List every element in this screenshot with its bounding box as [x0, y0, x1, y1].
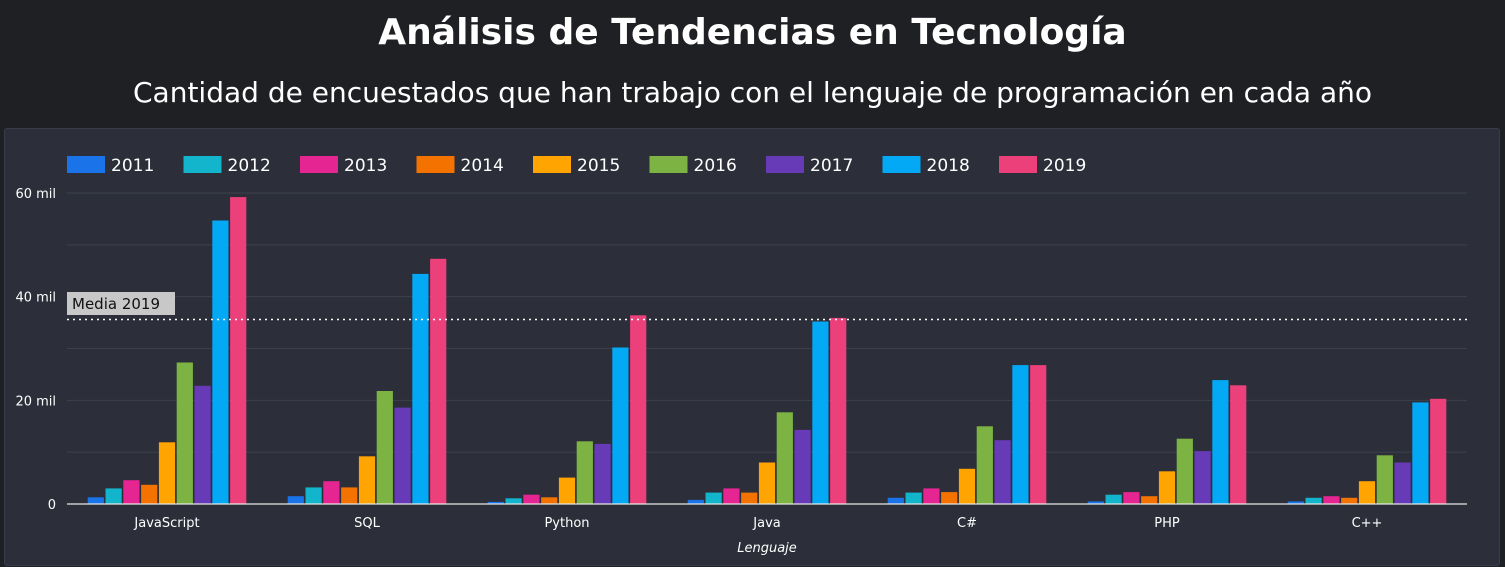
bar — [1141, 496, 1158, 504]
bar — [1376, 455, 1393, 504]
x-tick-label: C++ — [1352, 516, 1383, 531]
bar — [430, 258, 447, 504]
bar — [176, 362, 193, 504]
bar — [941, 492, 958, 504]
y-tick-label: 0 — [48, 498, 56, 513]
legend-swatch — [533, 156, 571, 173]
legend-swatch — [882, 156, 921, 173]
legend-swatch — [67, 156, 105, 173]
page-title: Análisis de Tendencias en Tecnología — [378, 12, 1127, 53]
bar — [1012, 365, 1029, 504]
bar — [230, 197, 247, 504]
bar — [123, 480, 140, 504]
bar — [305, 487, 322, 504]
bar — [487, 501, 504, 504]
legend-swatch — [300, 156, 338, 173]
bar — [1158, 471, 1176, 504]
y-tick-label: 60 mil — [15, 187, 56, 202]
x-tick-label: Java — [752, 516, 780, 531]
bar — [1194, 451, 1211, 504]
page-subtitle: Cantidad de encuestados que han trabajo … — [133, 76, 1372, 109]
bar — [1412, 402, 1429, 504]
bar — [505, 498, 522, 504]
bar — [158, 442, 176, 504]
reference-line-label-bg — [67, 292, 175, 315]
bar — [630, 315, 647, 504]
bar — [1341, 497, 1358, 504]
bar — [341, 487, 358, 504]
bar — [1323, 496, 1340, 504]
bar — [576, 441, 593, 504]
bar — [376, 391, 393, 504]
bar — [812, 321, 829, 504]
bar — [87, 497, 104, 504]
bar — [687, 499, 704, 504]
bar — [994, 440, 1011, 504]
y-tick-label: 20 mil — [15, 394, 56, 409]
bar — [723, 488, 740, 504]
legend-label: 2012 — [228, 156, 271, 176]
bar — [358, 456, 376, 504]
bar — [612, 347, 629, 504]
reference-line-label: Media 2019 — [72, 295, 160, 313]
bar — [776, 412, 793, 504]
bar — [905, 492, 922, 504]
legend-swatch — [649, 156, 688, 173]
bar — [558, 477, 576, 504]
legend-label: 2015 — [577, 156, 620, 176]
legend-label: 2018 — [927, 156, 970, 176]
bar — [1030, 365, 1047, 504]
bar — [830, 317, 847, 504]
legend-label: 2017 — [810, 156, 853, 176]
bar — [1230, 385, 1247, 504]
bar — [958, 468, 976, 504]
x-tick-label: C# — [957, 516, 977, 531]
bar — [1430, 398, 1447, 504]
x-tick-label: Python — [544, 516, 589, 531]
bar — [412, 273, 429, 504]
bar — [1305, 497, 1322, 504]
legend-swatch — [766, 156, 804, 173]
bar — [705, 492, 722, 504]
bar — [212, 220, 229, 504]
bar — [287, 496, 304, 504]
bar — [594, 443, 611, 504]
bar — [541, 497, 558, 504]
bar — [1394, 462, 1411, 504]
y-tick-label: 40 mil — [15, 291, 56, 306]
x-tick-label: JavaScript — [133, 516, 199, 531]
legend-label: 2016 — [694, 156, 737, 176]
bar — [1087, 501, 1104, 504]
legend-swatch — [183, 156, 222, 173]
legend-label: 2013 — [344, 156, 387, 176]
x-tick-label: SQL — [354, 516, 380, 531]
bar — [1105, 494, 1122, 504]
legend-swatch — [416, 156, 455, 173]
bar — [1212, 380, 1229, 504]
x-axis-label: Lenguaje — [737, 541, 797, 556]
x-tick-label: PHP — [1154, 516, 1180, 531]
bar — [794, 429, 811, 504]
legend-label: 2019 — [1043, 156, 1086, 176]
bar — [758, 462, 776, 504]
legend-label: 2011 — [111, 156, 154, 176]
bar — [1287, 501, 1304, 504]
bar — [741, 492, 758, 504]
legend-label: 2014 — [461, 156, 504, 176]
bar — [1176, 438, 1193, 504]
bar — [923, 488, 940, 504]
bar — [523, 494, 540, 504]
bar — [105, 488, 122, 504]
bar — [323, 481, 340, 504]
bar — [394, 407, 411, 504]
bar — [1358, 481, 1376, 504]
bar — [141, 484, 158, 504]
bar — [194, 385, 211, 504]
bar — [887, 497, 904, 504]
bar — [1123, 492, 1140, 504]
legend-swatch — [999, 156, 1037, 173]
bar — [976, 426, 993, 505]
